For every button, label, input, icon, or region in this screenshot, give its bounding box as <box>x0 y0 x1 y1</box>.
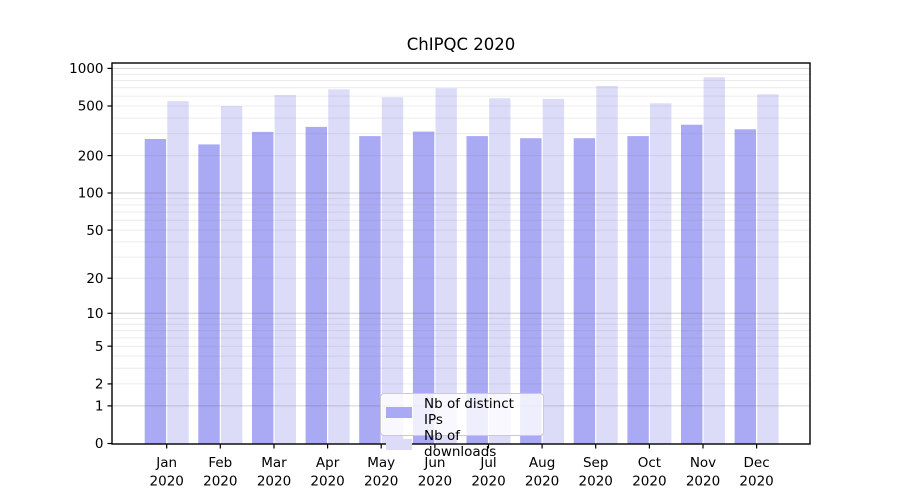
bar-distinct-ips-jun <box>412 131 435 444</box>
x-tick-label-month: May <box>367 455 395 471</box>
chart-title: ChIPQC 2020 <box>406 35 516 54</box>
y-tick-label: 2 <box>95 377 104 393</box>
bar-distinct-ips-may <box>359 136 381 444</box>
legend-swatch-distinct-ips-icon <box>386 406 412 418</box>
x-tick-label-year: 2020 <box>739 474 773 490</box>
x-tick-label-year: 2020 <box>310 474 344 490</box>
bar-downloads-nov <box>703 77 725 445</box>
bar-distinct-ips-dec <box>734 129 756 445</box>
x-tick-label-month: Mar <box>261 455 287 471</box>
legend-swatch-downloads-icon <box>386 438 412 450</box>
bar-distinct-ips-nov <box>681 124 703 444</box>
x-tick-label-year: 2020 <box>525 474 559 490</box>
y-tick-label: 20 <box>86 271 103 287</box>
bar-downloads-apr <box>328 89 350 445</box>
bar-downloads-jul <box>489 98 511 445</box>
x-tick-label-month: Apr <box>316 455 340 471</box>
legend: Nb of distinct IPs Nb of downloads <box>380 393 544 460</box>
x-tick-label-year: 2020 <box>150 474 184 490</box>
x-tick-label-month: Nov <box>690 455 716 471</box>
legend-item-downloads: Nb of downloads <box>386 428 535 460</box>
legend-item-distinct-ips: Nb of distinct IPs <box>386 396 535 428</box>
x-tick-label-month: Feb <box>208 455 232 471</box>
legend-label-downloads: Nb of downloads <box>424 428 497 460</box>
x-tick-label-year: 2020 <box>471 474 505 490</box>
bar-downloads-jan <box>167 101 189 444</box>
x-tick-label-year: 2020 <box>364 474 398 490</box>
y-tick-label: 1 <box>95 399 104 415</box>
bar-distinct-ips-jul <box>466 136 488 444</box>
y-tick-label: 0 <box>95 436 104 452</box>
bar-downloads-aug <box>542 98 565 445</box>
bar-distinct-ips-sep <box>573 138 596 444</box>
y-tick-label: 200 <box>78 148 104 164</box>
bar-downloads-dec <box>757 94 779 445</box>
bar-downloads-may <box>381 97 404 444</box>
x-tick-label-year: 2020 <box>257 474 291 490</box>
legend-label-distinct-ips: Nb of distinct IPs <box>424 396 514 428</box>
y-tick-label: 10 <box>86 306 103 322</box>
bar-distinct-ips-aug <box>520 138 542 444</box>
bar-distinct-ips-oct <box>627 136 649 444</box>
x-tick-label-month: Jan <box>155 455 177 471</box>
x-tick-label-year: 2020 <box>579 474 613 490</box>
x-tick-label-month: Jun <box>423 455 445 471</box>
x-tick-label-year: 2020 <box>632 474 666 490</box>
axes-frame <box>111 62 811 445</box>
bar-distinct-ips-feb <box>198 144 220 444</box>
x-tick-label-month: Oct <box>638 455 661 471</box>
x-tick-label-year: 2020 <box>203 474 237 490</box>
x-tick-label-year: 2020 <box>686 474 720 490</box>
bar-downloads-sep <box>596 86 618 444</box>
y-tick-label: 1000 <box>69 61 103 77</box>
x-tick-label-month: Sep <box>583 455 608 471</box>
bar-distinct-ips-jan <box>144 139 167 444</box>
y-tick-label: 5 <box>95 339 104 355</box>
x-tick-label-month: Dec <box>744 455 770 471</box>
bar-downloads-mar <box>274 95 296 444</box>
x-tick-label-month: Jul <box>479 455 496 471</box>
bar-downloads-feb <box>220 106 243 444</box>
bar-distinct-ips-apr <box>305 126 327 445</box>
y-tick-label: 100 <box>78 186 104 202</box>
bar-distinct-ips-mar <box>252 131 274 444</box>
bar-downloads-oct <box>650 103 672 445</box>
x-tick-label-month: Aug <box>529 455 555 471</box>
y-tick-label: 500 <box>78 99 104 115</box>
x-tick-label-year: 2020 <box>418 474 452 490</box>
bar-downloads-jun <box>435 88 457 445</box>
y-tick-label: 50 <box>86 223 103 239</box>
